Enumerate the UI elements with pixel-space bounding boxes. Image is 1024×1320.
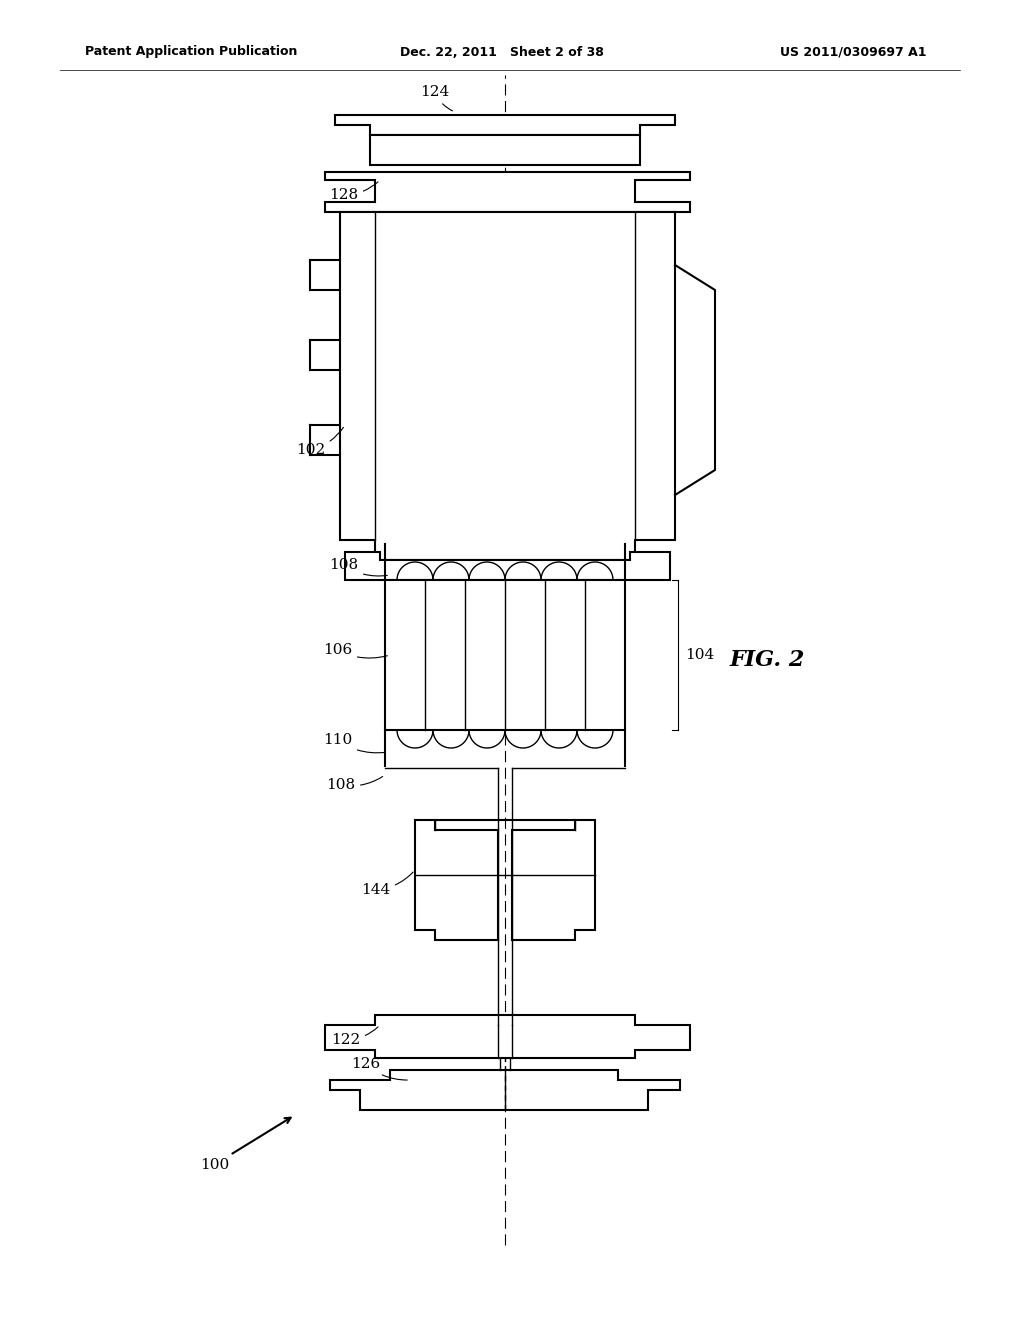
Text: 124: 124 xyxy=(420,84,453,111)
Text: 104: 104 xyxy=(685,648,715,663)
Text: 144: 144 xyxy=(360,873,413,898)
Text: Patent Application Publication: Patent Application Publication xyxy=(85,45,297,58)
Polygon shape xyxy=(330,1071,680,1110)
Polygon shape xyxy=(325,1015,690,1059)
Text: FIG. 2: FIG. 2 xyxy=(730,649,805,671)
Text: 108: 108 xyxy=(329,558,387,576)
Polygon shape xyxy=(512,820,595,940)
Text: US 2011/0309697 A1: US 2011/0309697 A1 xyxy=(780,45,927,58)
Text: 110: 110 xyxy=(323,733,385,752)
Polygon shape xyxy=(340,213,675,560)
Text: 100: 100 xyxy=(201,1158,229,1172)
Text: Dec. 22, 2011   Sheet 2 of 38: Dec. 22, 2011 Sheet 2 of 38 xyxy=(400,45,604,58)
Polygon shape xyxy=(325,172,690,213)
Text: 126: 126 xyxy=(351,1057,408,1080)
Polygon shape xyxy=(385,579,625,730)
Text: 122: 122 xyxy=(331,1027,378,1047)
Polygon shape xyxy=(370,135,640,165)
Polygon shape xyxy=(345,552,670,579)
Text: 102: 102 xyxy=(296,428,343,457)
Text: 108: 108 xyxy=(326,776,383,792)
Polygon shape xyxy=(335,115,675,135)
Text: 128: 128 xyxy=(329,182,378,202)
Polygon shape xyxy=(415,820,498,940)
Text: 106: 106 xyxy=(323,643,387,659)
